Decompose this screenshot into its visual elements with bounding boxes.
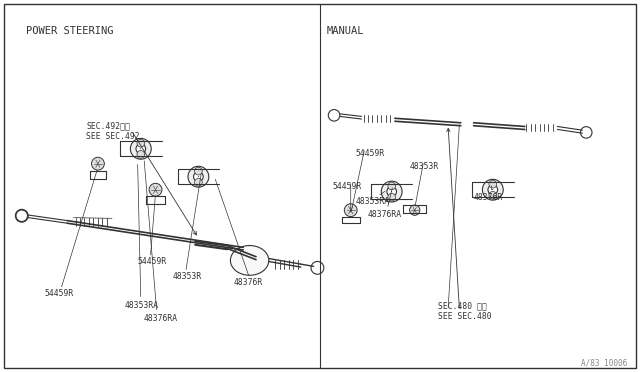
- Text: SEE SEC.492: SEE SEC.492: [86, 132, 140, 141]
- Circle shape: [488, 185, 498, 195]
- Circle shape: [489, 180, 497, 188]
- Circle shape: [16, 210, 28, 221]
- Circle shape: [136, 144, 146, 154]
- Circle shape: [580, 127, 592, 138]
- Text: 48376R: 48376R: [474, 193, 503, 202]
- Circle shape: [381, 181, 402, 202]
- Text: 48353R: 48353R: [410, 162, 439, 171]
- Text: 48376RA: 48376RA: [368, 210, 402, 219]
- Text: 54459R: 54459R: [138, 257, 167, 266]
- Text: SEC.492参照: SEC.492参照: [86, 121, 131, 130]
- Circle shape: [15, 209, 28, 222]
- Text: 48376R: 48376R: [234, 278, 263, 287]
- Circle shape: [137, 140, 145, 147]
- Text: A/83 10006: A/83 10006: [581, 359, 627, 368]
- Circle shape: [311, 262, 324, 274]
- Circle shape: [344, 204, 357, 217]
- Circle shape: [388, 193, 396, 201]
- Circle shape: [92, 157, 104, 170]
- Circle shape: [193, 172, 204, 182]
- Text: 54459R: 54459R: [355, 149, 385, 158]
- Circle shape: [328, 110, 340, 121]
- Circle shape: [387, 187, 397, 196]
- Circle shape: [149, 183, 162, 196]
- Text: SEE SEC.480: SEE SEC.480: [438, 312, 492, 321]
- Ellipse shape: [230, 246, 269, 275]
- Text: 54459R: 54459R: [333, 182, 362, 190]
- Circle shape: [195, 167, 202, 175]
- Text: MANUAL: MANUAL: [326, 26, 364, 36]
- Circle shape: [195, 179, 202, 186]
- Circle shape: [137, 151, 145, 158]
- Circle shape: [483, 179, 503, 200]
- Circle shape: [388, 182, 396, 190]
- Text: 48353RA: 48353RA: [355, 197, 389, 206]
- Text: 48353R: 48353R: [173, 272, 202, 281]
- Circle shape: [131, 138, 151, 159]
- Text: 48376RA: 48376RA: [144, 314, 178, 323]
- Circle shape: [188, 166, 209, 187]
- Circle shape: [489, 192, 497, 199]
- Text: POWER STEERING: POWER STEERING: [26, 26, 113, 36]
- Text: 48353RA: 48353RA: [125, 301, 159, 310]
- Circle shape: [410, 205, 420, 215]
- Text: 54459R: 54459R: [45, 289, 74, 298]
- Text: SEC.480 参照: SEC.480 参照: [438, 301, 487, 310]
